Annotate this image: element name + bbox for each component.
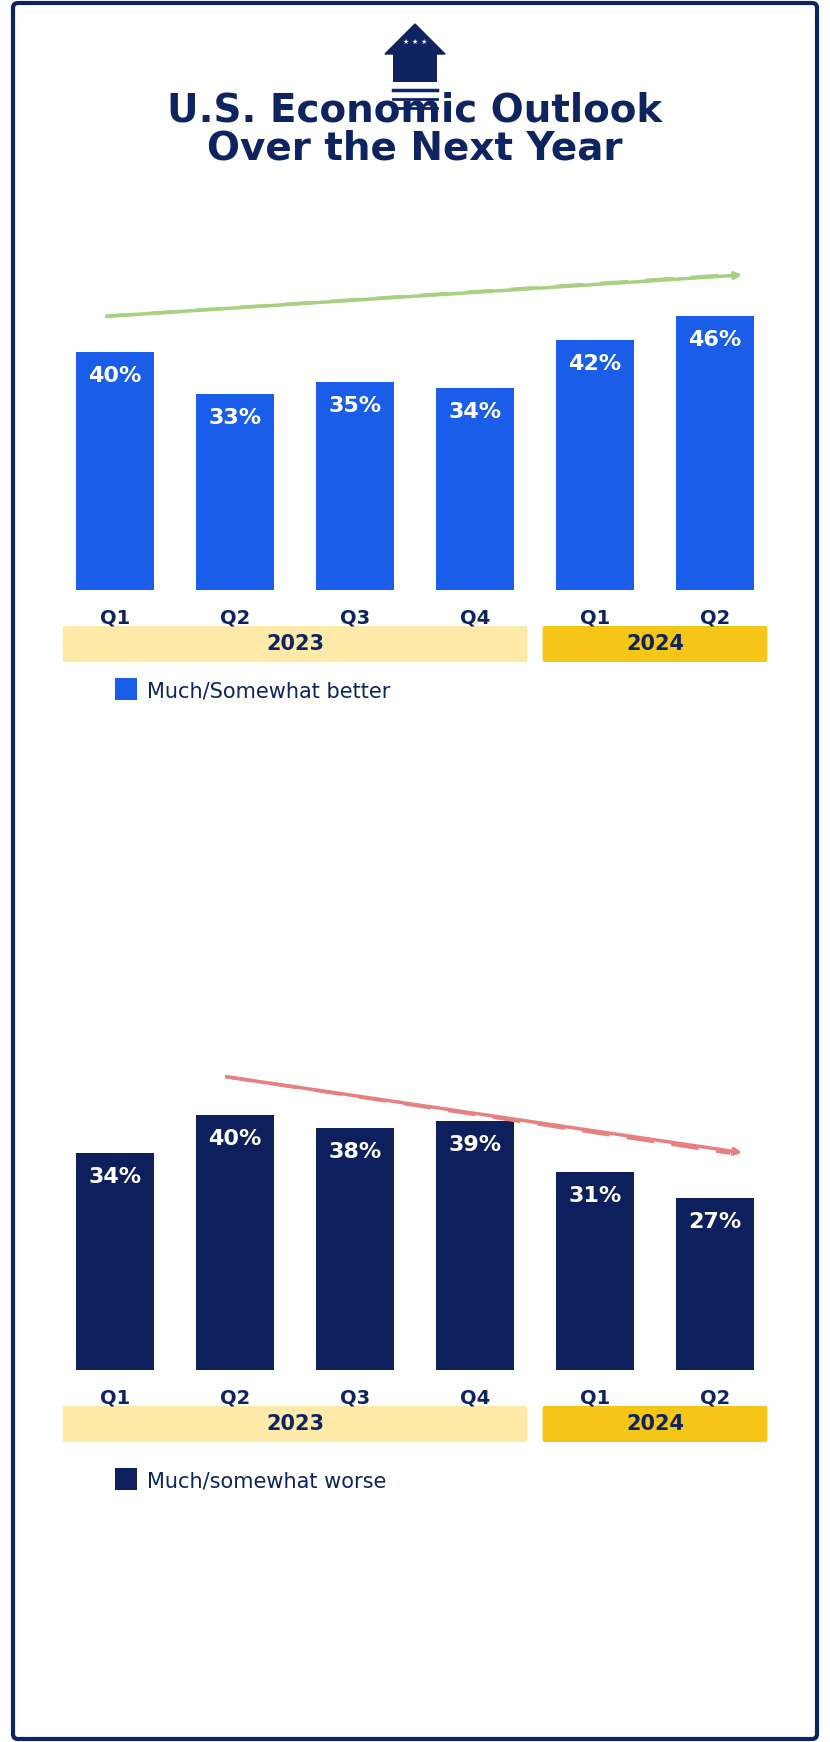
Text: 2024: 2024: [626, 1415, 684, 1434]
FancyBboxPatch shape: [196, 1115, 274, 1369]
Text: 27%: 27%: [688, 1212, 742, 1232]
FancyBboxPatch shape: [556, 340, 634, 591]
FancyBboxPatch shape: [676, 1198, 754, 1369]
Text: Q4: Q4: [460, 608, 491, 627]
Text: ★: ★: [403, 38, 409, 45]
Text: U.S. Economic Outlook: U.S. Economic Outlook: [168, 91, 662, 129]
Text: Much/somewhat worse: Much/somewhat worse: [147, 1470, 387, 1491]
Text: 34%: 34%: [448, 402, 501, 422]
Text: Q3: Q3: [340, 1388, 370, 1408]
Text: Over the Next Year: Over the Next Year: [208, 129, 622, 167]
FancyBboxPatch shape: [76, 1153, 154, 1369]
Polygon shape: [385, 24, 445, 54]
Text: 34%: 34%: [89, 1167, 142, 1186]
FancyBboxPatch shape: [76, 352, 154, 591]
Text: Q2: Q2: [700, 1388, 730, 1408]
Text: 2023: 2023: [266, 634, 324, 653]
FancyBboxPatch shape: [436, 388, 514, 591]
Text: Q2: Q2: [220, 1388, 250, 1408]
Text: 2023: 2023: [266, 1415, 324, 1434]
Text: 46%: 46%: [688, 331, 742, 350]
Text: 40%: 40%: [88, 366, 142, 387]
Text: Q3: Q3: [340, 608, 370, 627]
FancyBboxPatch shape: [543, 1406, 768, 1442]
FancyBboxPatch shape: [62, 625, 527, 662]
FancyBboxPatch shape: [393, 54, 437, 82]
Text: Q1: Q1: [580, 1388, 610, 1408]
FancyBboxPatch shape: [13, 3, 817, 1739]
FancyBboxPatch shape: [115, 678, 137, 700]
Text: 42%: 42%: [569, 354, 622, 375]
Text: 39%: 39%: [448, 1136, 501, 1155]
Text: 38%: 38%: [329, 1141, 382, 1162]
Text: 31%: 31%: [569, 1186, 622, 1205]
Text: 33%: 33%: [208, 408, 261, 429]
FancyBboxPatch shape: [196, 394, 274, 591]
FancyBboxPatch shape: [676, 317, 754, 591]
Text: Q1: Q1: [580, 608, 610, 627]
Text: Q1: Q1: [100, 608, 130, 627]
Text: ★: ★: [412, 38, 418, 45]
Text: Much/Somewhat better: Much/Somewhat better: [147, 681, 390, 700]
FancyBboxPatch shape: [436, 1122, 514, 1369]
Text: 35%: 35%: [329, 395, 382, 416]
Text: 40%: 40%: [208, 1129, 261, 1148]
Text: Q4: Q4: [460, 1388, 491, 1408]
FancyBboxPatch shape: [62, 1406, 527, 1442]
Text: Q2: Q2: [220, 608, 250, 627]
Text: Q1: Q1: [100, 1388, 130, 1408]
FancyBboxPatch shape: [316, 381, 394, 591]
Text: Q2: Q2: [700, 608, 730, 627]
FancyBboxPatch shape: [316, 1127, 394, 1369]
Text: 2024: 2024: [626, 634, 684, 653]
FancyBboxPatch shape: [543, 625, 768, 662]
Text: ★: ★: [421, 38, 427, 45]
FancyBboxPatch shape: [115, 1469, 137, 1489]
FancyBboxPatch shape: [556, 1172, 634, 1369]
